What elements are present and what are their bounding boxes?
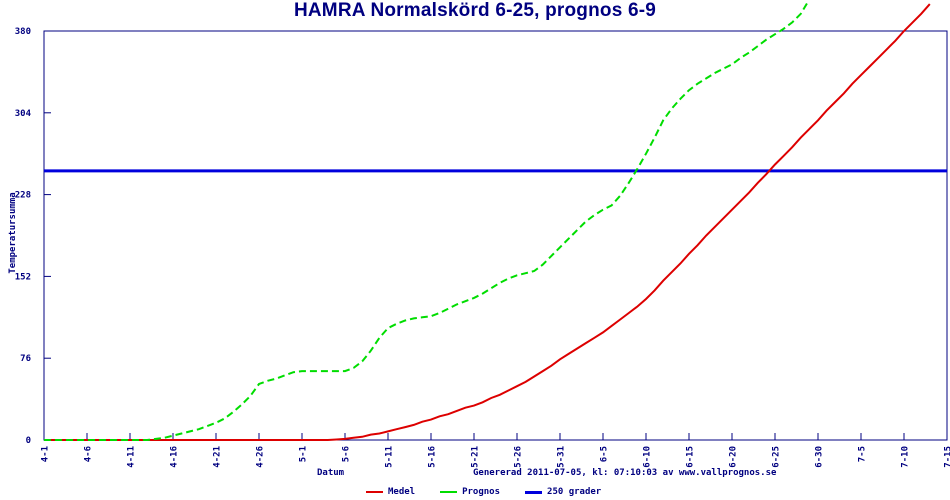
x-tick-label: 4-21 [213,446,223,468]
x-tick-label: 5-1 [299,446,309,462]
x-tick-label: 6-20 [729,446,739,468]
legend-swatch [525,490,543,494]
legend-label: Medel [388,487,416,497]
x-tick-label: 5-26 [514,446,524,468]
legend-item: 250 grader [525,487,601,497]
x-tick-label: 6-15 [686,446,696,468]
x-tick-label: 7-10 [901,446,911,468]
y-tick-label: 76 [20,354,31,364]
x-tick-label: 6-25 [772,446,782,468]
legend-swatch [366,491,383,493]
y-tick-label: 380 [15,27,31,37]
x-tick-label: 4-11 [127,446,137,468]
x-tick-label: 6-10 [643,446,653,468]
y-tick-label: 152 [15,272,31,282]
y-axis-label: Temperatursumma [8,192,18,274]
y-tick-label: 228 [15,191,31,201]
x-tick-label: 7-15 [944,446,950,468]
legend-label: Prognos [462,487,501,497]
legend-item: Prognos [440,487,500,497]
x-tick-label: 6-5 [600,446,610,462]
legend-item: Medel [366,487,415,497]
x-tick-label: 7-5 [858,446,868,462]
x-tick-label: 4-1 [41,446,51,462]
prognos-line [44,0,810,441]
medel-line [44,3,931,441]
chart-title: HAMRA Normalskörd 6-25, prognos 6-9 [293,0,657,21]
y-tick-label: 304 [15,109,32,119]
x-tick-label: 5-11 [385,446,395,468]
x-tick-label: 5-31 [557,446,567,468]
generated-timestamp: Genererad 2011-07-05, kl: 07:10:03 av ww… [473,468,777,478]
legend: Medel Prognos 250 grader [366,487,601,497]
plot-frame [43,30,948,441]
legend-label: 250 grader [547,487,602,497]
x-tick-label: 4-26 [256,446,266,468]
x-tick-label: 5-16 [428,446,438,468]
x-tick-label: 6-30 [815,446,825,468]
x-tick-label: 5-21 [471,446,481,468]
x-tick-label: 4-6 [84,446,94,462]
x-axis-label: Datum [317,468,345,478]
x-tick-label: 5-6 [342,446,352,462]
legend-swatch [440,491,458,493]
y-tick-label: 0 [26,436,31,446]
x-tick-label: 4-16 [170,446,180,468]
